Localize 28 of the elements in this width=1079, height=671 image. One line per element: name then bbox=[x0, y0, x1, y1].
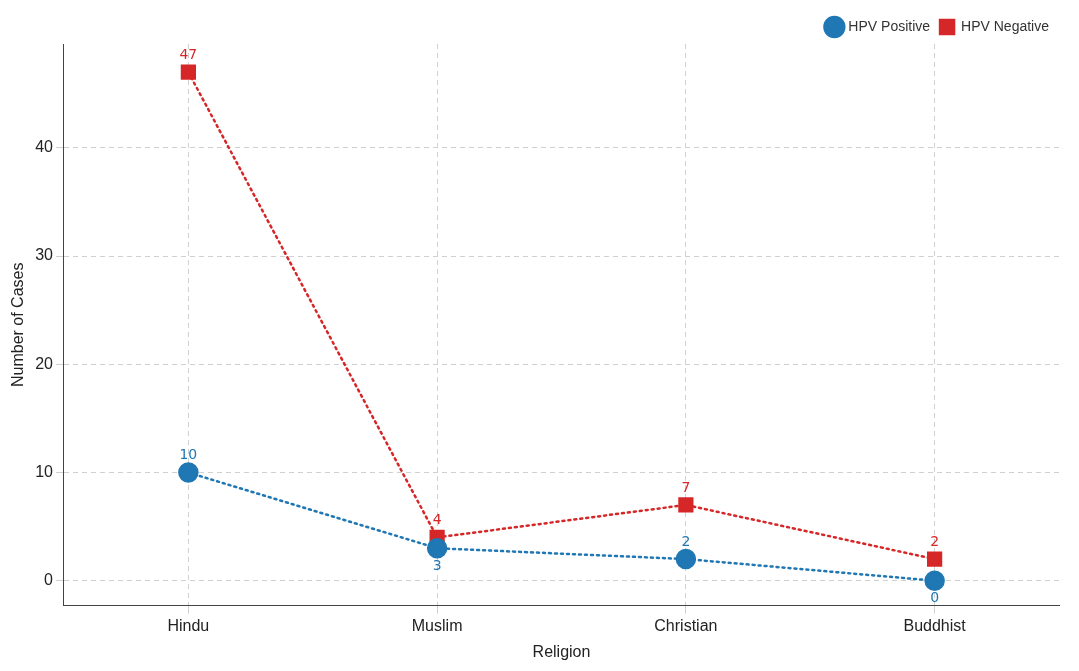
y-tick-label: 20 bbox=[35, 354, 54, 372]
data-label: 0 bbox=[930, 589, 940, 606]
data-label: 2 bbox=[681, 532, 691, 549]
y-tick-label: 10 bbox=[35, 462, 54, 480]
y-tick-label: 0 bbox=[44, 571, 54, 589]
data-label: 3 bbox=[432, 556, 442, 573]
y-tick-label: 30 bbox=[35, 246, 54, 264]
point bbox=[924, 570, 945, 591]
point bbox=[426, 538, 448, 559]
x-tick-label: Christian bbox=[654, 616, 718, 634]
point bbox=[678, 497, 694, 513]
point bbox=[178, 462, 199, 483]
point bbox=[927, 551, 943, 567]
data-label: 47 bbox=[179, 45, 198, 62]
point bbox=[675, 548, 697, 570]
y-axis-title: Number of Cases bbox=[9, 262, 27, 388]
legend-label: HPV Negative bbox=[961, 17, 1050, 34]
data-label: 2 bbox=[930, 532, 940, 549]
x-tick-label: Muslim bbox=[411, 616, 463, 634]
point bbox=[180, 64, 196, 80]
data-label: 10 bbox=[179, 446, 198, 463]
x-tick-label: Buddhist bbox=[903, 616, 967, 634]
y-tick-label: 40 bbox=[35, 138, 54, 156]
legend-label: HPV Positive bbox=[848, 17, 931, 34]
x-axis-title: Religion bbox=[532, 642, 591, 660]
data-label: 7 bbox=[681, 478, 691, 495]
data-label: 4 bbox=[432, 511, 442, 528]
x-tick-label: Hindu bbox=[167, 616, 210, 634]
